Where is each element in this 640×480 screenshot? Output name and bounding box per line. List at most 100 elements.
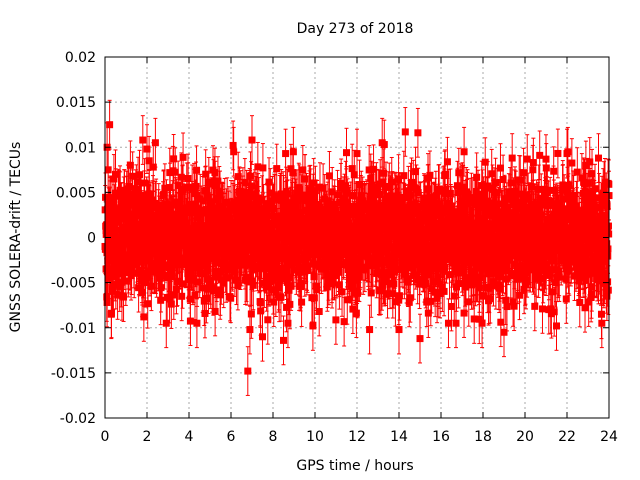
data-point [120, 261, 128, 269]
data-point [217, 268, 225, 276]
data-point [172, 285, 180, 293]
data-point [179, 280, 187, 288]
data-point [299, 166, 307, 174]
data-point [192, 258, 200, 266]
data-series [101, 99, 613, 396]
data-point [156, 213, 164, 221]
data-point [178, 292, 186, 300]
data-point [137, 196, 145, 204]
data-point [259, 164, 267, 172]
data-point [287, 165, 295, 173]
chart-title: Day 273 of 2018 [297, 21, 414, 37]
data-point [266, 189, 274, 197]
data-point [201, 245, 209, 253]
data-point [258, 196, 266, 204]
data-point [161, 261, 169, 269]
data-point [264, 316, 272, 324]
data-point [120, 293, 128, 301]
data-point [213, 286, 221, 294]
data-point [211, 250, 219, 258]
data-point [246, 172, 254, 180]
data-point [184, 183, 192, 191]
data-point [220, 279, 228, 287]
data-point [313, 286, 321, 294]
data-point [216, 287, 224, 295]
data-point [236, 261, 244, 269]
data-point [221, 214, 229, 222]
data-point [273, 212, 281, 220]
data-point [254, 194, 262, 202]
data-point [135, 171, 143, 179]
data-point [211, 182, 219, 190]
data-point [125, 182, 133, 190]
data-point [199, 284, 207, 292]
data-point [135, 284, 143, 292]
data-point [232, 276, 240, 284]
data-point [130, 216, 138, 224]
data-point [211, 307, 219, 315]
data-point [225, 207, 233, 215]
data-point [287, 282, 295, 290]
data-point [157, 284, 165, 292]
data-point [205, 178, 213, 186]
data-point [157, 258, 165, 266]
data-point [310, 179, 318, 187]
data-point [147, 282, 155, 290]
data-point [241, 179, 249, 187]
data-point [144, 273, 152, 281]
data-point [247, 182, 255, 190]
data-point [255, 207, 263, 215]
data-point [143, 197, 151, 205]
data-point [193, 278, 201, 286]
data-point [159, 243, 167, 251]
data-point [144, 300, 152, 308]
data-point [160, 190, 168, 198]
data-point [265, 202, 273, 210]
data-point [297, 279, 305, 287]
data-point [229, 259, 237, 267]
data-point [193, 166, 201, 174]
data-point [170, 291, 178, 299]
data-point [239, 252, 247, 260]
data-point [289, 169, 297, 177]
data-point [310, 294, 318, 302]
data-point [190, 274, 198, 282]
data-point [289, 148, 297, 156]
data-point [164, 219, 172, 227]
data-point [179, 153, 187, 161]
data-point [284, 216, 292, 224]
data-point [281, 246, 289, 254]
data-point [171, 168, 179, 176]
data-point [201, 309, 209, 317]
data-point [248, 209, 256, 217]
data-point [270, 298, 278, 306]
data-point [206, 207, 214, 215]
data-point [210, 177, 218, 185]
data-point [283, 278, 291, 286]
data-point [312, 282, 320, 290]
data-point [132, 185, 140, 193]
data-point [301, 175, 309, 183]
data-point [216, 191, 224, 199]
data-point [247, 310, 255, 318]
data-point [270, 274, 278, 282]
data-point [127, 210, 135, 218]
data-point [282, 264, 290, 272]
data-point [166, 184, 174, 192]
data-point [116, 283, 124, 291]
data-point [227, 294, 235, 302]
data-point [193, 319, 201, 327]
data-point [223, 198, 231, 206]
data-point [246, 191, 254, 199]
data-point [130, 269, 138, 277]
data-point [284, 319, 292, 327]
data-point [170, 155, 178, 163]
data-point [109, 287, 117, 295]
data-point [285, 286, 293, 294]
data-point [158, 270, 166, 278]
data-point [283, 221, 291, 229]
data-point [167, 300, 175, 308]
data-point [254, 163, 262, 171]
data-point [272, 288, 280, 296]
data-point [238, 225, 246, 233]
